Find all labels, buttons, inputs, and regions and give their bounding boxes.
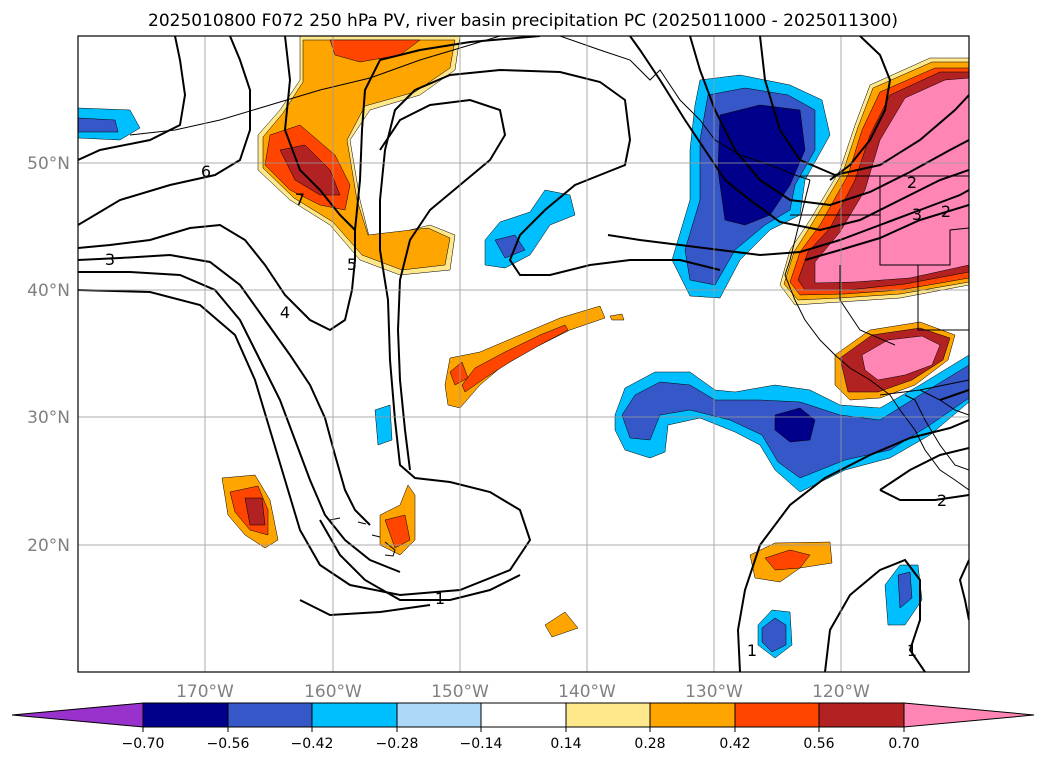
pv-contour-east-a	[607, 189, 969, 257]
map-frame	[77, 35, 970, 673]
shading-positive-central-pacific	[444, 305, 625, 409]
colorbar-bins	[142, 702, 905, 728]
lat-tick-label: 30°N	[27, 408, 70, 428]
colorbar-bin	[818, 702, 905, 728]
lon-tick-label: 160°W	[304, 682, 362, 702]
lon-tick-label: 120°W	[812, 682, 870, 702]
map-panel: 6 7 3 5 4 1 1 1 2 2 3 2 170°W 160°W 150°…	[27, 35, 970, 702]
colorbar-bin	[311, 702, 398, 728]
colorbar-tick-label: 0.14	[550, 736, 581, 752]
pv-contour-1-loop	[319, 519, 521, 601]
colorbar-tick-label: −0.56	[207, 736, 250, 752]
pv-contour-east-e	[829, 36, 892, 181]
border-us-mexico	[879, 379, 969, 396]
colorbar: −0.70 −0.56 −0.42 −0.28 −0.14 0.14 0.28 …	[11, 702, 1035, 752]
coastline-alaska	[129, 36, 501, 136]
pv-contour-6	[78, 36, 251, 226]
lat-tick-label: 20°N	[27, 536, 70, 556]
colorbar-bin	[227, 702, 313, 728]
pv-contour-7-west	[78, 36, 187, 161]
shading-positive-california	[834, 321, 956, 401]
contour-label: 4	[280, 303, 290, 322]
colorbar-extend-under	[11, 702, 144, 728]
pv-contour-east-d	[759, 36, 969, 177]
lat-tick-label: 40°N	[27, 281, 70, 301]
shading-positive-southwest	[221, 474, 279, 549]
map-title: 2025010800 F072 250 hPa PV, river basin …	[148, 11, 898, 31]
contour-label: 1	[907, 641, 917, 660]
pv-contour-2-a	[78, 253, 371, 526]
contour-label: 3	[105, 250, 115, 269]
contour-label: 7	[295, 190, 305, 209]
coastline-hawaii	[329, 517, 396, 557]
colorbar-bin	[734, 702, 820, 728]
colorbar-tick-label: −0.14	[460, 736, 503, 752]
pv-contour-east-f	[804, 204, 969, 261]
shading-negative-central	[374, 189, 576, 446]
colorbar-bin	[480, 702, 567, 728]
lat-tick-label: 50°N	[27, 154, 70, 174]
pv-contour-7-east	[283, 36, 356, 231]
colorbar-bin	[142, 702, 229, 728]
lon-tick-label: 170°W	[176, 682, 234, 702]
colorbar-tick-label: −0.70	[122, 736, 165, 752]
coastline-pacific-northwest	[784, 179, 891, 396]
colorbar-tick-label: 0.70	[888, 736, 919, 752]
latitude-labels: 50°N 40°N 30°N 20°N	[27, 154, 70, 556]
coastline-baja	[889, 394, 969, 491]
pv-contour-layer	[78, 36, 969, 672]
contour-label: 6	[201, 162, 211, 181]
colorbar-tick-labels: −0.70 −0.56 −0.42 −0.28 −0.14 0.14 0.28 …	[122, 727, 920, 752]
colorbar-bin	[649, 702, 736, 728]
coastline-layer	[129, 36, 969, 557]
pv-contour-south-f	[939, 389, 969, 401]
colorbar-tick-label: −0.28	[376, 736, 419, 752]
pv-contour-south-d	[879, 489, 969, 501]
lon-tick-label: 140°W	[558, 682, 616, 702]
colorbar-extend-over	[903, 702, 1035, 728]
coastline-mexico-mainland	[919, 389, 969, 416]
contour-label: 2	[937, 491, 947, 510]
longitude-labels: 170°W 160°W 150°W 140°W 130°W 120°W	[176, 682, 870, 702]
pv-contour-2-b	[78, 271, 401, 573]
state-borders	[790, 176, 969, 346]
pv-contour-south-e	[958, 559, 969, 621]
lon-tick-label: 130°W	[685, 682, 743, 702]
colorbar-bin	[396, 702, 482, 728]
coastline-gulf-of-alaska	[559, 36, 811, 181]
contour-label: 2	[907, 173, 917, 192]
pv-contour-south-b	[824, 558, 926, 672]
pv-contour-3	[78, 36, 541, 332]
gridlines	[78, 36, 969, 672]
colorbar-tick-label: 0.42	[719, 736, 750, 752]
contour-label: 2	[941, 202, 951, 221]
colorbar-tick-label: 0.56	[803, 736, 834, 752]
contour-label: 5	[347, 255, 357, 274]
pv-contour-south-c	[879, 447, 969, 491]
shading-negative-west	[78, 107, 141, 141]
contour-label: 1	[747, 641, 757, 660]
contour-label: 1	[435, 589, 445, 608]
lon-tick-label: 150°W	[431, 682, 489, 702]
colorbar-tick-label: 0.28	[634, 736, 665, 752]
colorbar-tick-label: −0.42	[291, 736, 334, 752]
shading-positive-hawaii	[379, 484, 416, 556]
pv-contour-east-c	[629, 36, 969, 232]
pv-contour-2-c	[78, 68, 721, 597]
pv-contour-1-center	[299, 599, 431, 617]
colorbar-bin	[565, 702, 651, 728]
contour-labels: 6 7 3 5 4 1 1 1 2 2 3 2	[105, 162, 951, 660]
contour-label: 3	[912, 205, 922, 224]
pv-contour-east-b	[689, 36, 969, 207]
shading-negative-south	[757, 564, 923, 659]
shading-positive-south-central	[544, 541, 833, 638]
pv-contour-south-a	[736, 419, 969, 672]
